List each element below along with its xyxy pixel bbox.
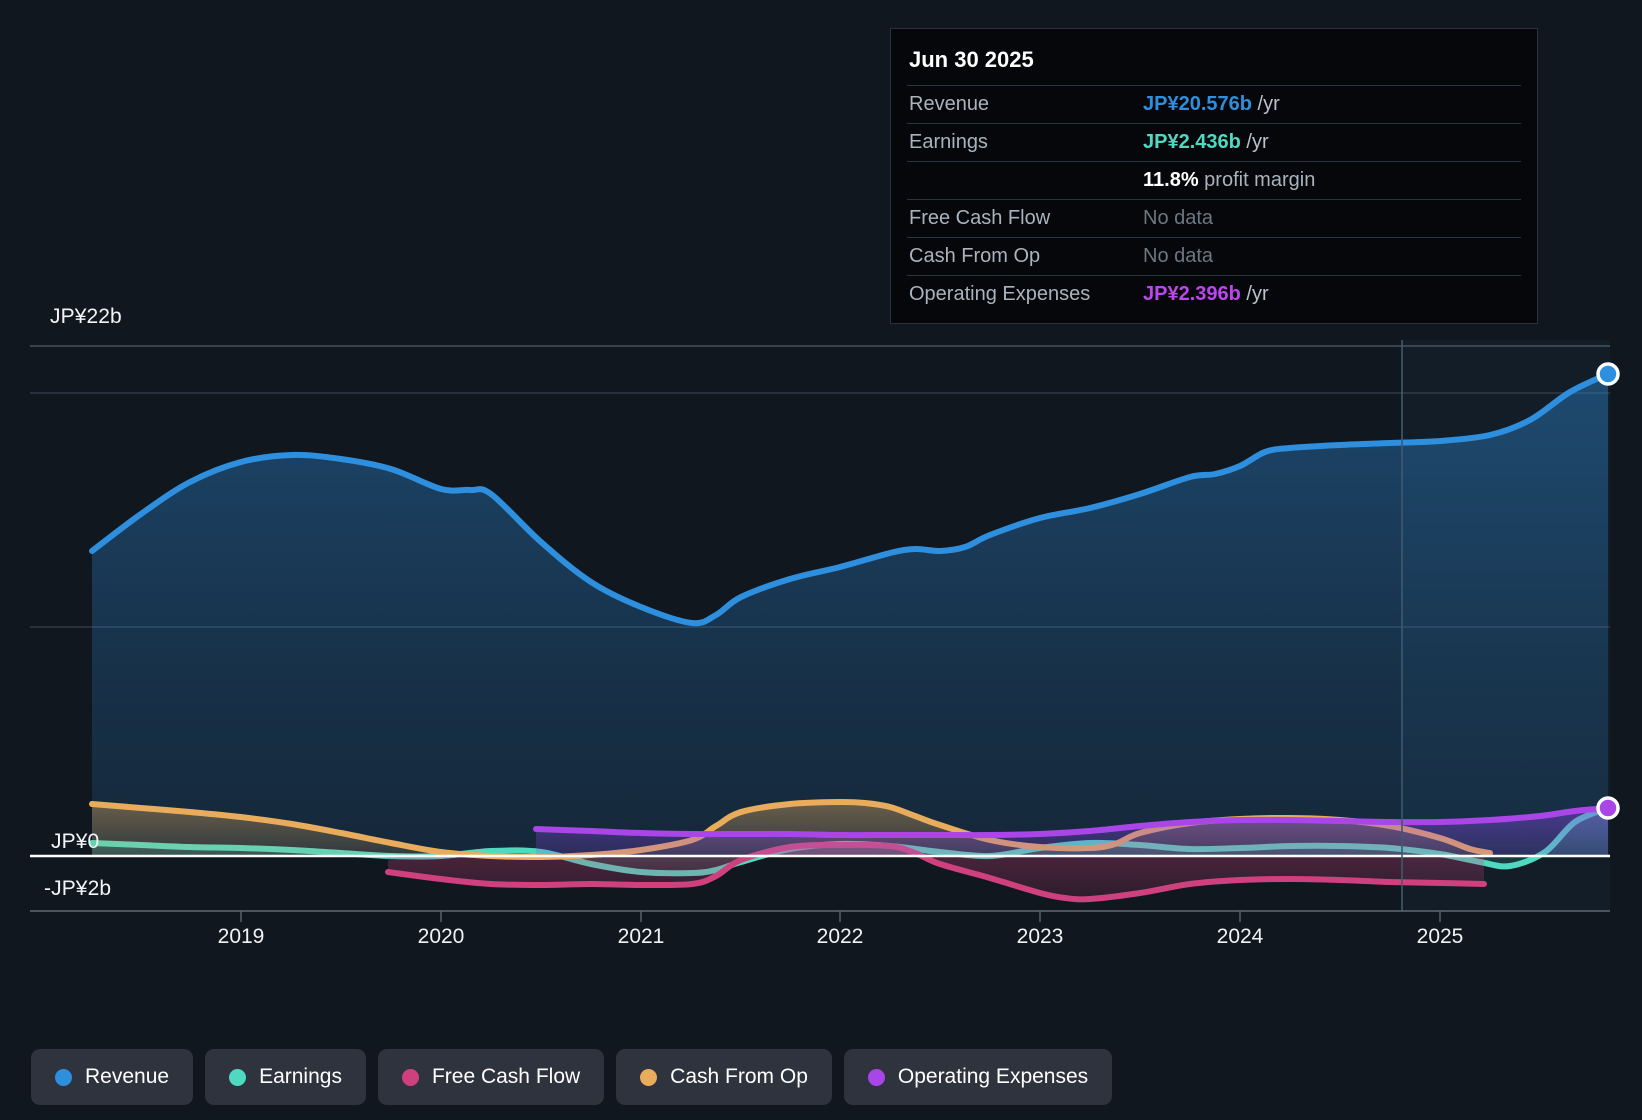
series-line-operating-expenses: [533, 805, 1610, 839]
y-axis-label-max: JP¥22b: [50, 305, 122, 328]
tooltip-row: 11.8% profit margin: [907, 161, 1521, 200]
series-area-operating-expenses: [536, 808, 1608, 856]
y-axis-label-zero: JP¥0: [51, 830, 100, 853]
legend-item-label: Cash From Op: [670, 1065, 808, 1088]
legend-color-dot-icon: [867, 1068, 885, 1086]
tooltip-row: Cash From Op No data: [907, 237, 1521, 276]
endpoint-markers: [1596, 362, 1620, 820]
tooltip-row: Earnings JP¥2.436b /yr: [907, 123, 1521, 162]
tooltip-row-label: [907, 162, 1141, 200]
legend-color-dot-icon: [55, 1068, 72, 1086]
x-axis: [30, 910, 1610, 922]
x-tick-label: 2020: [417, 925, 465, 948]
tooltip-row-label: Free Cash Flow: [909, 207, 1051, 229]
tooltip-table: Revenue JP¥20.576b /yr Earnings JP¥2.436b /…: [907, 85, 1521, 313]
tooltip-row: Free Cash Flow No data: [907, 199, 1521, 238]
tooltip-row-value: JP¥20.576b /yr: [1143, 93, 1280, 115]
endpoint-marker-revenue[interactable]: [1596, 362, 1620, 386]
series-area-revenue: [92, 374, 1608, 856]
legend-color-dot-icon: [640, 1068, 658, 1086]
series-area-free-cash-flow: [388, 844, 1484, 900]
tooltip-row-value: JP¥2.436b /yr: [1143, 131, 1269, 153]
x-tick-label: 2019: [217, 925, 265, 948]
legend-item-cash-from-op[interactable]: Cash From Op: [616, 1049, 832, 1105]
x-tick-label: 2022: [816, 925, 864, 948]
tooltip-row-label: Earnings: [909, 131, 988, 153]
legend-item-label: Earnings: [259, 1065, 342, 1088]
x-tick-label: 2023: [1016, 925, 1064, 948]
tooltip-row-value: No data: [1143, 245, 1214, 267]
series-layer: [89, 371, 1610, 903]
tooltip-row-value: No data: [1143, 207, 1214, 229]
y-axis-label-min: -JP¥2b: [44, 877, 112, 900]
tooltip-row-label: Operating Expenses: [909, 283, 1091, 305]
legend-color-dot-icon: [229, 1068, 247, 1086]
legend-color-dot-icon: [401, 1068, 419, 1086]
chart-legend: Revenue Earnings Free Cash Flow Cash From O…: [31, 1049, 1113, 1105]
legend-item-revenue[interactable]: Revenue: [31, 1049, 194, 1105]
datapoint-tooltip: Jun 30 2025 Revenue JP¥20.576b /yr Earning…: [890, 28, 1538, 324]
tooltip-row-label: Cash From Op: [909, 245, 1041, 267]
legend-item-label: Operating Expenses: [897, 1065, 1089, 1088]
series-line-free-cash-flow: [385, 841, 1487, 903]
legend-item-operating-expenses[interactable]: Operating Expenses: [843, 1049, 1113, 1105]
legend-item-free-cash-flow[interactable]: Free Cash Flow: [377, 1049, 605, 1105]
tooltip-row: Operating Expenses JP¥2.396b /yr: [907, 275, 1521, 314]
tooltip-date: Jun 30 2025: [909, 47, 1034, 72]
x-tick-label: 2024: [1216, 925, 1264, 948]
tooltip-row-value: 11.8% profit margin: [1143, 169, 1316, 191]
endpoint-marker-operating-expenses[interactable]: [1596, 796, 1620, 820]
tooltip-row-value: JP¥2.396b /yr: [1143, 283, 1269, 305]
legend-item-label: Revenue: [85, 1065, 170, 1088]
legend-item-earnings[interactable]: Earnings: [205, 1049, 366, 1105]
x-tick-label: 2025: [1416, 925, 1464, 948]
tooltip-row: Revenue JP¥20.576b /yr: [907, 85, 1521, 124]
legend-item-label: Free Cash Flow: [431, 1065, 581, 1088]
tooltip-row-label: Revenue: [909, 93, 990, 115]
x-tick-label: 2021: [617, 925, 665, 948]
series-line-revenue: [89, 371, 1610, 627]
